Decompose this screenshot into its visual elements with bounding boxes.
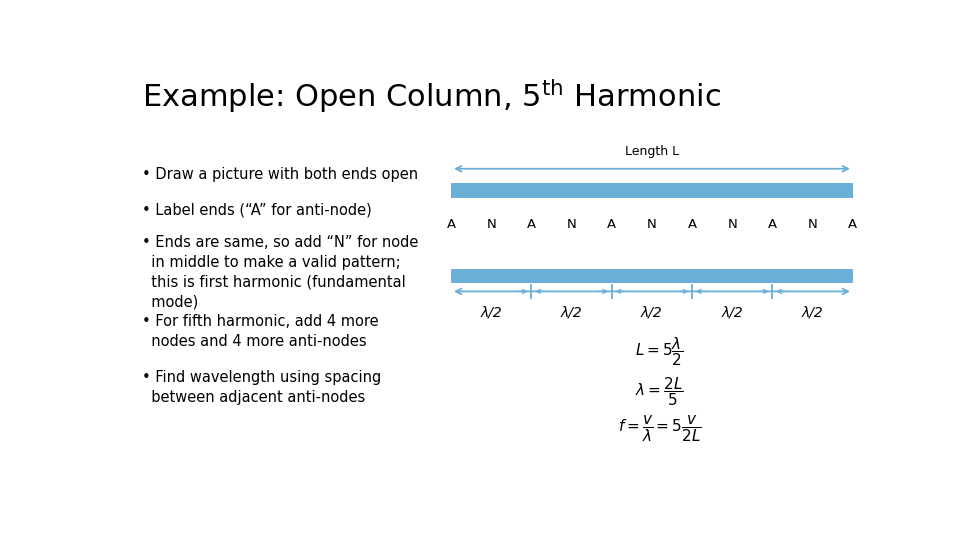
Text: A: A — [446, 218, 456, 231]
Text: λ/2: λ/2 — [641, 305, 662, 319]
Text: N: N — [807, 218, 818, 231]
Text: $\lambda = \dfrac{2L}{5}$: $\lambda = \dfrac{2L}{5}$ — [636, 375, 684, 408]
Text: N: N — [487, 218, 496, 231]
Text: A: A — [687, 218, 697, 231]
Text: N: N — [566, 218, 577, 231]
Text: A: A — [768, 218, 777, 231]
Text: λ/2: λ/2 — [721, 305, 743, 319]
Bar — [451, 268, 852, 283]
Text: N: N — [647, 218, 657, 231]
Text: • Find wavelength using spacing
  between adjacent anti-nodes: • Find wavelength using spacing between … — [142, 370, 381, 405]
Text: A: A — [608, 218, 616, 231]
Text: $L = 5\dfrac{\lambda}{2}$: $L = 5\dfrac{\lambda}{2}$ — [636, 335, 684, 368]
Text: Length L: Length L — [625, 145, 679, 158]
Text: λ/2: λ/2 — [480, 305, 502, 319]
Text: λ/2: λ/2 — [802, 305, 824, 319]
Text: • Draw a picture with both ends open: • Draw a picture with both ends open — [142, 167, 419, 181]
Text: N: N — [728, 218, 737, 231]
Text: A: A — [849, 218, 857, 231]
Text: A: A — [527, 218, 536, 231]
Text: • Ends are same, so add “N” for node
  in middle to make a valid pattern;
  this: • Ends are same, so add “N” for node in … — [142, 235, 419, 309]
Text: • Label ends (“A” for anti-node): • Label ends (“A” for anti-node) — [142, 202, 372, 217]
Text: • For fifth harmonic, add 4 more
  nodes and 4 more anti-nodes: • For fifth harmonic, add 4 more nodes a… — [142, 314, 379, 349]
Text: λ/2: λ/2 — [561, 305, 583, 319]
Bar — [451, 183, 852, 198]
Text: $f = \dfrac{v}{\lambda} = 5\dfrac{v}{2L}$: $f = \dfrac{v}{\lambda} = 5\dfrac{v}{2L}… — [617, 414, 701, 443]
Text: Example: Open Column, $5^{\mathregular{th}}$ Harmonic: Example: Open Column, $5^{\mathregular{t… — [142, 77, 721, 115]
